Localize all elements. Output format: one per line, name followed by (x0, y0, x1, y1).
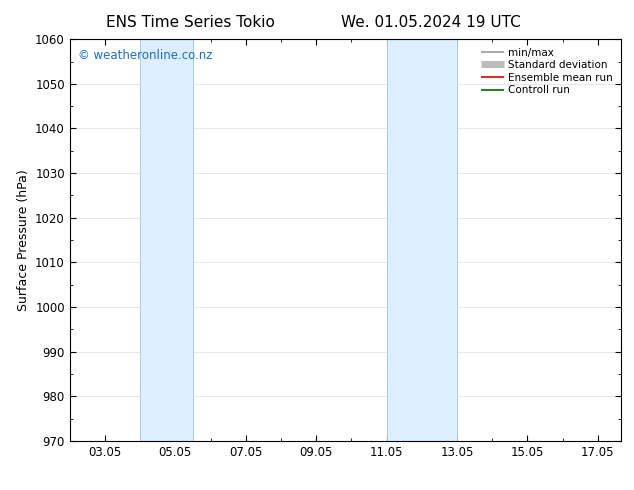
Legend: min/max, Standard deviation, Ensemble mean run, Controll run: min/max, Standard deviation, Ensemble me… (478, 45, 616, 98)
Text: We. 01.05.2024 19 UTC: We. 01.05.2024 19 UTC (341, 15, 521, 30)
Text: ENS Time Series Tokio: ENS Time Series Tokio (106, 15, 275, 30)
Bar (140, 39, 193, 441)
Text: © weatheronline.co.nz: © weatheronline.co.nz (78, 49, 212, 62)
Y-axis label: Surface Pressure (hPa): Surface Pressure (hPa) (16, 169, 30, 311)
Bar (387, 39, 457, 441)
